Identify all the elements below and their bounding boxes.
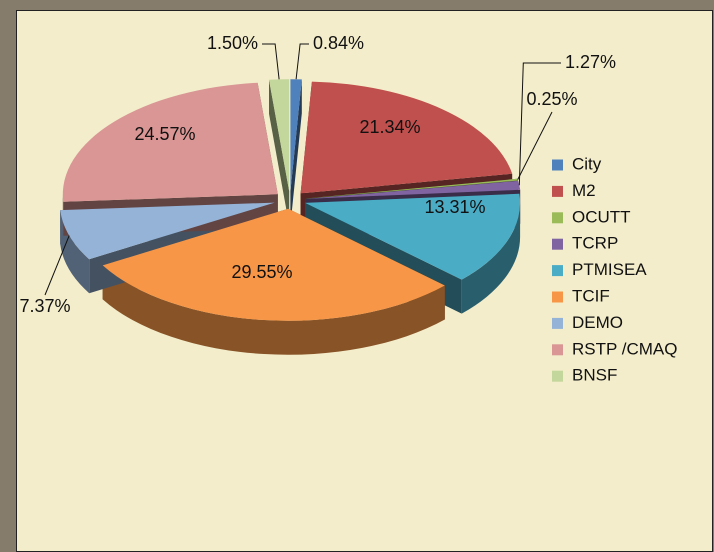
legend-swatch: [552, 370, 563, 382]
data-label: 1.50%: [207, 33, 258, 53]
pie-slice: [305, 178, 518, 199]
legend-label: M2: [572, 181, 596, 200]
data-label: 29.55%: [231, 262, 292, 282]
legend: City M2 OCUTT TCRP PTMISEA TCIF DEMO RSTP /CMAQ…: [552, 154, 677, 385]
legend-swatch: [552, 185, 563, 197]
pie-slice: [62, 82, 278, 202]
legend-label: OCUTT: [572, 207, 631, 226]
data-label: 24.57%: [134, 124, 195, 144]
data-label: 7.37%: [19, 296, 70, 316]
data-label: 21.34%: [359, 117, 420, 137]
leader-line: [44, 235, 70, 296]
slice-side: [461, 202, 521, 314]
slice-side: [102, 265, 445, 355]
legend-swatch: [552, 159, 563, 171]
legend-swatch: [552, 265, 563, 277]
pie-slice: [300, 81, 513, 194]
legend-label: TCRP: [572, 234, 618, 253]
data-label: 0.25%: [526, 89, 577, 109]
data-label: 13.31%: [424, 197, 485, 217]
slice-wall: [269, 79, 290, 226]
leader-line: [262, 43, 280, 80]
leader-line: [517, 111, 553, 180]
leader-line: [295, 43, 309, 80]
legend-swatch: [552, 317, 563, 329]
pie-slice: [269, 79, 290, 192]
legend-swatch: [552, 344, 563, 356]
pie-slice: [60, 202, 275, 260]
data-label: 0.84%: [313, 33, 364, 53]
pie-slice: [305, 180, 521, 199]
legend-label: DEMO: [572, 313, 623, 332]
pie-slice: [290, 79, 302, 192]
data-label: 1.27%: [565, 52, 616, 72]
legend-label: TCIF: [572, 286, 610, 305]
pie: [60, 79, 521, 355]
legend-label: PTMISEA: [572, 260, 647, 279]
slice-wall: [290, 79, 302, 226]
pie-slice: [102, 208, 445, 321]
data-labels: 0.84% 21.34% 0.25% 1.27% 13.31% 29.55% 7.37% 24…: [19, 33, 616, 316]
slice-side: [60, 210, 90, 294]
legend-label: City: [572, 154, 602, 173]
leader-line: [518, 62, 561, 186]
legend-label: RSTP /CMAQ: [572, 339, 677, 358]
legend-swatch: [552, 238, 563, 250]
legend-label: BNSF: [572, 366, 617, 385]
legend-swatch: [552, 291, 563, 303]
pie-slice: [305, 193, 521, 280]
legend-swatch: [552, 212, 563, 224]
